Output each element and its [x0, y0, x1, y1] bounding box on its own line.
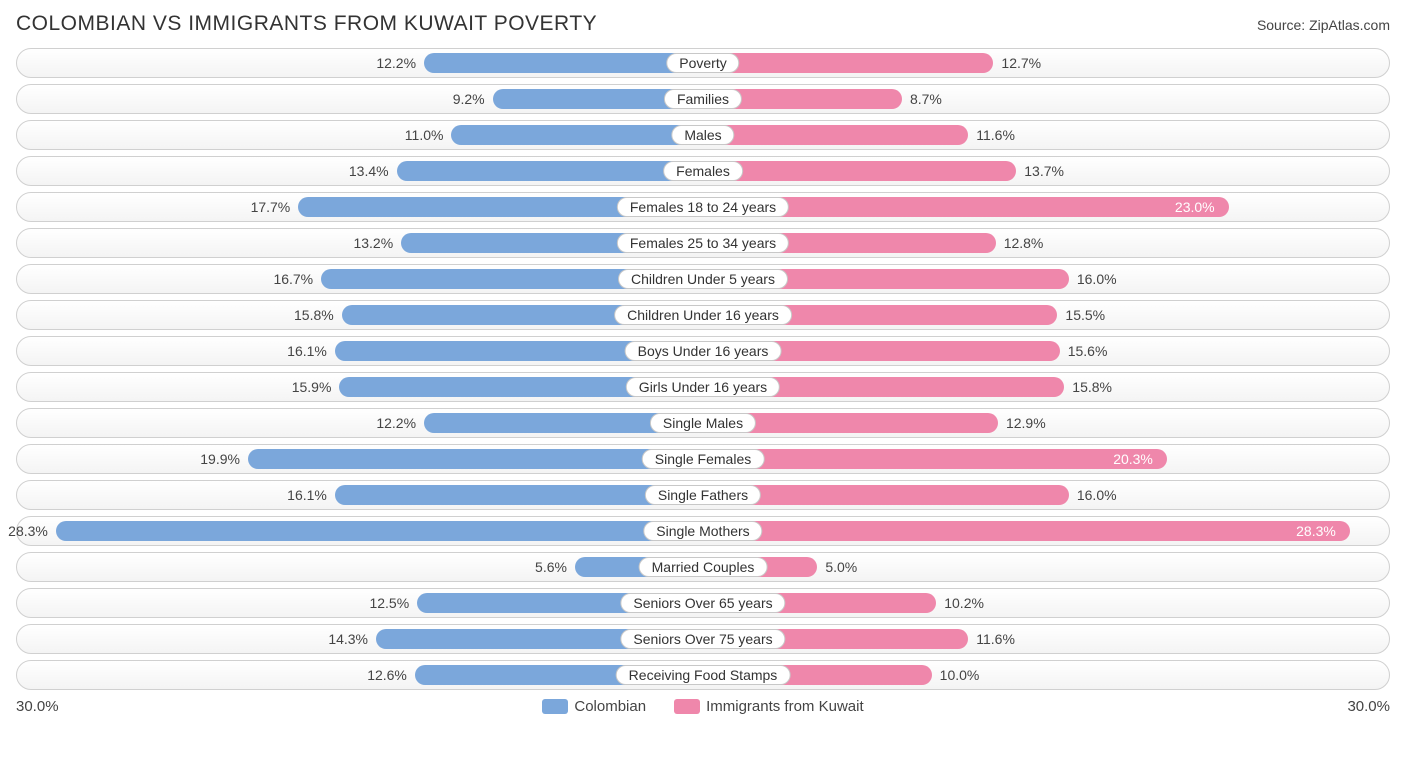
- value-right: 12.8%: [1004, 235, 1044, 251]
- bar-row: 14.3% 11.6% Seniors Over 75 years: [16, 624, 1390, 654]
- value-right: 15.6%: [1068, 343, 1108, 359]
- value-right: 15.8%: [1072, 379, 1112, 395]
- legend-swatch-right: [674, 699, 700, 714]
- category-label: Seniors Over 65 years: [620, 593, 785, 613]
- legend-item-left: Colombian: [542, 698, 646, 715]
- legend-label-left: Colombian: [574, 698, 646, 715]
- bar-left: [451, 125, 703, 145]
- value-left: 14.3%: [328, 631, 368, 647]
- value-left: 16.1%: [287, 343, 327, 359]
- bar-right: [703, 521, 1350, 541]
- value-left: 15.9%: [292, 379, 332, 395]
- bar-row: 15.9% 15.8% Girls Under 16 years: [16, 372, 1390, 402]
- category-label: Girls Under 16 years: [626, 377, 780, 397]
- category-label: Boys Under 16 years: [625, 341, 782, 361]
- legend-label-right: Immigrants from Kuwait: [706, 698, 864, 715]
- bar-left: [424, 53, 703, 73]
- value-right: 23.0%: [1175, 199, 1215, 215]
- bar-left: [56, 521, 703, 541]
- category-label: Single Mothers: [643, 521, 762, 541]
- value-left: 12.2%: [376, 415, 416, 431]
- category-label: Females 25 to 34 years: [617, 233, 789, 253]
- legend-swatch-left: [542, 699, 568, 714]
- value-right: 10.2%: [944, 595, 984, 611]
- bar-row: 16.1% 15.6% Boys Under 16 years: [16, 336, 1390, 366]
- value-right: 28.3%: [1296, 523, 1336, 539]
- category-label: Married Couples: [639, 557, 768, 577]
- bar-row: 17.7% 23.0% Females 18 to 24 years: [16, 192, 1390, 222]
- bar-right: [703, 53, 993, 73]
- category-label: Single Females: [642, 449, 765, 469]
- value-right: 16.0%: [1077, 487, 1117, 503]
- bar-left: [397, 161, 703, 181]
- value-left: 5.6%: [535, 559, 567, 575]
- bar-row: 12.5% 10.2% Seniors Over 65 years: [16, 588, 1390, 618]
- category-label: Receiving Food Stamps: [616, 665, 791, 685]
- chart-title: COLOMBIAN VS IMMIGRANTS FROM KUWAIT POVE…: [16, 12, 597, 36]
- value-left: 16.1%: [287, 487, 327, 503]
- bar-row: 28.3%28.3%Single Mothers: [16, 516, 1390, 546]
- bar-row: 12.2% 12.9% Single Males: [16, 408, 1390, 438]
- value-right: 5.0%: [825, 559, 857, 575]
- value-right: 11.6%: [976, 631, 1015, 647]
- category-label: Females: [663, 161, 743, 181]
- category-label: Females 18 to 24 years: [617, 197, 789, 217]
- value-left: 17.7%: [251, 199, 291, 215]
- legend-item-right: Immigrants from Kuwait: [674, 698, 864, 715]
- category-label: Males: [671, 125, 734, 145]
- bar-right: [703, 449, 1167, 469]
- category-label: Seniors Over 75 years: [620, 629, 785, 649]
- bar-row: 12.2% 12.7% Poverty: [16, 48, 1390, 78]
- bar-row: 13.2% 12.8% Females 25 to 34 years: [16, 228, 1390, 258]
- bar-row: 5.6% 5.0% Married Couples: [16, 552, 1390, 582]
- value-right: 12.7%: [1001, 55, 1041, 71]
- value-right: 13.7%: [1024, 163, 1064, 179]
- category-label: Poverty: [666, 53, 739, 73]
- bar-row: 16.7% 16.0% Children Under 5 years: [16, 264, 1390, 294]
- bar-row: 12.6% 10.0% Receiving Food Stamps: [16, 660, 1390, 690]
- bar-left: [248, 449, 703, 469]
- bar-row: 11.0% 11.6% Males: [16, 120, 1390, 150]
- axis-right-max: 30.0%: [1347, 698, 1390, 715]
- chart-source: Source: ZipAtlas.com: [1257, 17, 1390, 33]
- value-left: 12.5%: [369, 595, 409, 611]
- value-left: 15.8%: [294, 307, 334, 323]
- chart-header: COLOMBIAN VS IMMIGRANTS FROM KUWAIT POVE…: [16, 12, 1390, 36]
- category-label: Single Fathers: [645, 485, 761, 505]
- value-left: 11.0%: [405, 127, 444, 143]
- value-left: 12.2%: [376, 55, 416, 71]
- value-right: 11.6%: [976, 127, 1015, 143]
- axis-left-max: 30.0%: [16, 698, 59, 715]
- value-right: 10.0%: [940, 667, 980, 683]
- value-left: 28.3%: [8, 523, 48, 539]
- bar-row: 19.9% 20.3% Single Females: [16, 444, 1390, 474]
- diverging-bar-chart: 12.2%12.7%Poverty9.2%8.7%Families11.0%11…: [16, 48, 1390, 690]
- value-left: 16.7%: [273, 271, 313, 287]
- chart-footer: 30.0% Colombian Immigrants from Kuwait 3…: [16, 698, 1390, 715]
- chart-legend: Colombian Immigrants from Kuwait: [542, 698, 863, 715]
- category-label: Children Under 16 years: [614, 305, 792, 325]
- category-label: Single Males: [650, 413, 756, 433]
- bar-right: [703, 125, 968, 145]
- bar-row: 15.8% 15.5% Children Under 16 years: [16, 300, 1390, 330]
- value-left: 19.9%: [200, 451, 240, 467]
- value-left: 9.2%: [453, 91, 485, 107]
- bar-right: [703, 161, 1016, 181]
- value-right: 8.7%: [910, 91, 942, 107]
- value-right: 16.0%: [1077, 271, 1117, 287]
- value-left: 13.4%: [349, 163, 389, 179]
- bar-row: 16.1% 16.0% Single Fathers: [16, 480, 1390, 510]
- value-left: 12.6%: [367, 667, 407, 683]
- category-label: Families: [664, 89, 742, 109]
- value-right: 20.3%: [1113, 451, 1153, 467]
- category-label: Children Under 5 years: [618, 269, 788, 289]
- value-right: 12.9%: [1006, 415, 1046, 431]
- value-left: 13.2%: [353, 235, 393, 251]
- value-right: 15.5%: [1065, 307, 1105, 323]
- bar-row: 9.2% 8.7% Families: [16, 84, 1390, 114]
- bar-row: 13.4% 13.7% Females: [16, 156, 1390, 186]
